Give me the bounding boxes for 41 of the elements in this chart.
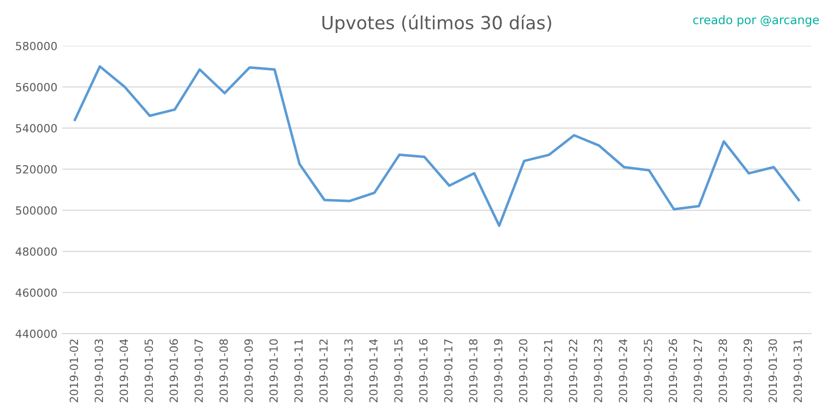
x-tick-label: 2019-01-05: [144, 339, 153, 402]
x-tick-label: 2019-01-11: [294, 339, 303, 402]
x-tick-label: 2019-01-18: [469, 339, 478, 402]
y-tick-label: 540000: [16, 124, 57, 132]
x-tick-label: 2019-01-08: [219, 339, 228, 402]
x-tick-label: 2019-01-27: [694, 339, 702, 402]
x-tick-label: 2019-01-24: [618, 339, 628, 402]
y-tick-label: 560000: [16, 82, 57, 92]
y-tick-label: 580000: [16, 42, 57, 50]
x-tick-label: 2019-01-10: [269, 339, 278, 402]
x-tick-label: 2019-01-15: [394, 339, 403, 402]
x-tick-label: 2019-01-23: [594, 339, 602, 402]
line-series: [74, 65, 800, 227]
x-tick-label: 2019-01-13: [344, 339, 353, 402]
x-tick-label: 2019-01-22: [568, 340, 578, 402]
y-tick-label: 500000: [16, 206, 57, 215]
y-tick-label: 480000: [16, 247, 57, 256]
x-tick-label: 2019-01-31: [794, 339, 802, 402]
x-tick-label: 2019-01-28: [718, 339, 728, 402]
y-tick-label: 520000: [16, 165, 57, 174]
x-tick-label: 2019-01-04: [120, 339, 128, 402]
x-tick-label: 2019-01-26: [668, 339, 678, 402]
text: creado por @arcange: [693, 15, 819, 27]
x-tick-label: 2019-01-09: [244, 339, 253, 402]
x-tick-label: 2019-01-06: [170, 339, 178, 402]
x-tick-label: 2019-01-02: [70, 340, 78, 402]
x-tick-label: 2019-01-12: [319, 340, 328, 402]
chart-title: Upvotes (últimos 30 días): [322, 14, 552, 33]
x-tick-label: 2019-01-20: [518, 339, 528, 402]
x-tick-label: 2019-01-25: [644, 339, 652, 402]
x-tick-label: 2019-01-19: [494, 339, 502, 402]
x-tick-label: 2019-01-29: [744, 339, 752, 402]
x-tick-label: 2019-01-03: [94, 339, 104, 402]
y-tick-label: 460000: [16, 288, 57, 297]
x-tick-label: 2019-01-30: [768, 339, 777, 402]
y-tick-label: 440000: [16, 330, 57, 338]
x-tick-label: 2019-01-21: [544, 339, 552, 402]
x-tick-label: 2019-01-07: [194, 339, 203, 402]
x-tick-label: 2019-01-16: [419, 339, 428, 402]
x-tick-label: 2019-01-17: [444, 339, 453, 402]
x-tick-label: 2019-01-14: [369, 339, 378, 402]
